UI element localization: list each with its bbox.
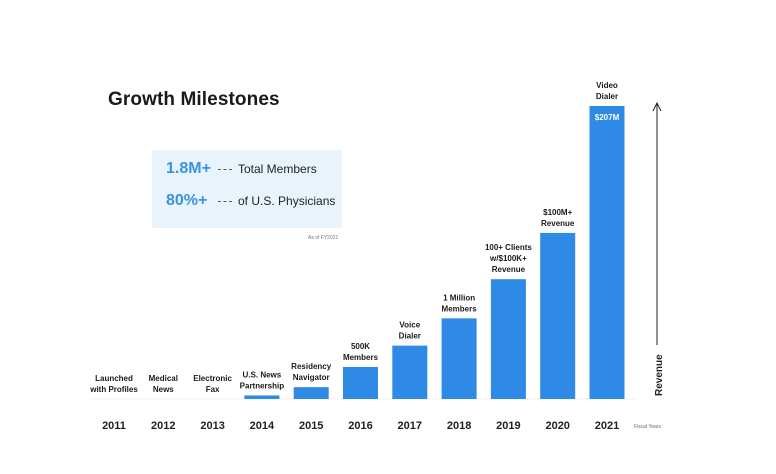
stat-total-members: 1.8M+ Total Members [166, 160, 317, 178]
bar-2020 [540, 232, 576, 399]
milestone-label-line: Partnership [240, 381, 285, 390]
stat-label: Total Members [238, 162, 317, 176]
x-tick-label-2011: 2011 [102, 420, 126, 432]
revenue-arrow-head [652, 101, 662, 112]
milestone-label-line: 1 Million [443, 293, 475, 302]
milestone-label-line: News [153, 385, 174, 394]
stat-label: of U.S. Physicians [238, 194, 336, 208]
milestone-label-line: Dialer [399, 332, 421, 341]
x-tick-label-2013: 2013 [200, 420, 224, 432]
x-tick-label-2020: 2020 [545, 420, 569, 432]
milestone-label-2021: Video Dialer [596, 81, 618, 101]
milestone-label-line: Medical [149, 374, 178, 383]
milestone-label-2015: Residency Navigator [291, 362, 332, 382]
milestone-label-2013: Electronic Fax [193, 374, 232, 394]
milestone-label-2018: 1 Million Members [442, 293, 478, 313]
y-axis-label: Revenue [654, 354, 665, 396]
dashed-connector [218, 168, 232, 170]
milestone-label-line: with Profiles [89, 385, 138, 394]
milestone-label-line: 100+ Clients [485, 243, 532, 252]
x-tick-label-2019: 2019 [496, 420, 520, 432]
dashed-connector [218, 200, 232, 202]
stat-value: 1.8M+ [166, 160, 211, 177]
x-tick-label-2016: 2016 [348, 420, 372, 432]
milestone-label-line: Electronic [193, 374, 232, 383]
milestone-label-line: Fax [206, 385, 220, 394]
milestone-label-2020: $100M+ Revenue [541, 208, 575, 228]
bar-2015 [293, 387, 329, 399]
stats-panel: 1.8M+ Total Members 80%+ of U.S. Physici… [152, 150, 342, 228]
milestone-label-line: $100M+ [543, 208, 572, 217]
bar-2021 [589, 106, 625, 399]
milestone-label-2019: 100+ Clients w/$100K+ Revenue [485, 243, 532, 274]
bar-2017 [392, 345, 428, 399]
milestone-label-line: Members [343, 353, 379, 362]
bar-2018 [441, 318, 477, 399]
milestone-label-line: Navigator [293, 373, 330, 382]
milestone-label-line: Members [442, 304, 478, 313]
milestone-label-line: 500K [351, 342, 370, 351]
stat-value: 80%+ [166, 192, 208, 209]
x-tick-label-2014: 2014 [250, 420, 275, 432]
x-tick-label-2012: 2012 [151, 420, 175, 432]
as-of-note: As of FY2021 [308, 235, 339, 241]
milestone-label-line: Revenue [541, 219, 575, 228]
stat-physicians: 80%+ of U.S. Physicians [166, 192, 335, 210]
milestone-label-line: Voice [399, 321, 420, 330]
milestone-label-2016: 500K Members [343, 342, 379, 362]
milestone-label-line: Launched [95, 374, 133, 383]
x-tick-label-2017: 2017 [398, 420, 422, 432]
bar-2019 [490, 279, 526, 399]
bar-2014 [244, 395, 280, 399]
milestone-label-line: w/$100K+ [489, 254, 527, 263]
milestone-label-2011: Launched with Profiles [89, 374, 138, 394]
chart-title: Growth Milestones [108, 89, 280, 110]
milestone-label-line: Revenue [492, 265, 526, 274]
bar-2016 [343, 366, 378, 399]
milestone-label-line: Residency [291, 362, 332, 371]
data-label-2021: $207M [595, 113, 620, 122]
milestone-label-line: Video [596, 81, 618, 90]
x-tick-label-2021: 2021 [595, 420, 619, 432]
milestone-label-line: Dialer [596, 92, 618, 101]
x-tick-label-2018: 2018 [447, 420, 471, 432]
x-axis-label: Fiscal Years [634, 424, 661, 430]
x-tick-label-2015: 2015 [299, 420, 323, 432]
milestone-label-2014: U.S. News Partnership [240, 370, 285, 390]
milestone-label-line: U.S. News [243, 370, 282, 379]
milestone-label-2012: Medical News [149, 374, 178, 394]
milestone-label-2017: Voice Dialer [399, 321, 421, 341]
